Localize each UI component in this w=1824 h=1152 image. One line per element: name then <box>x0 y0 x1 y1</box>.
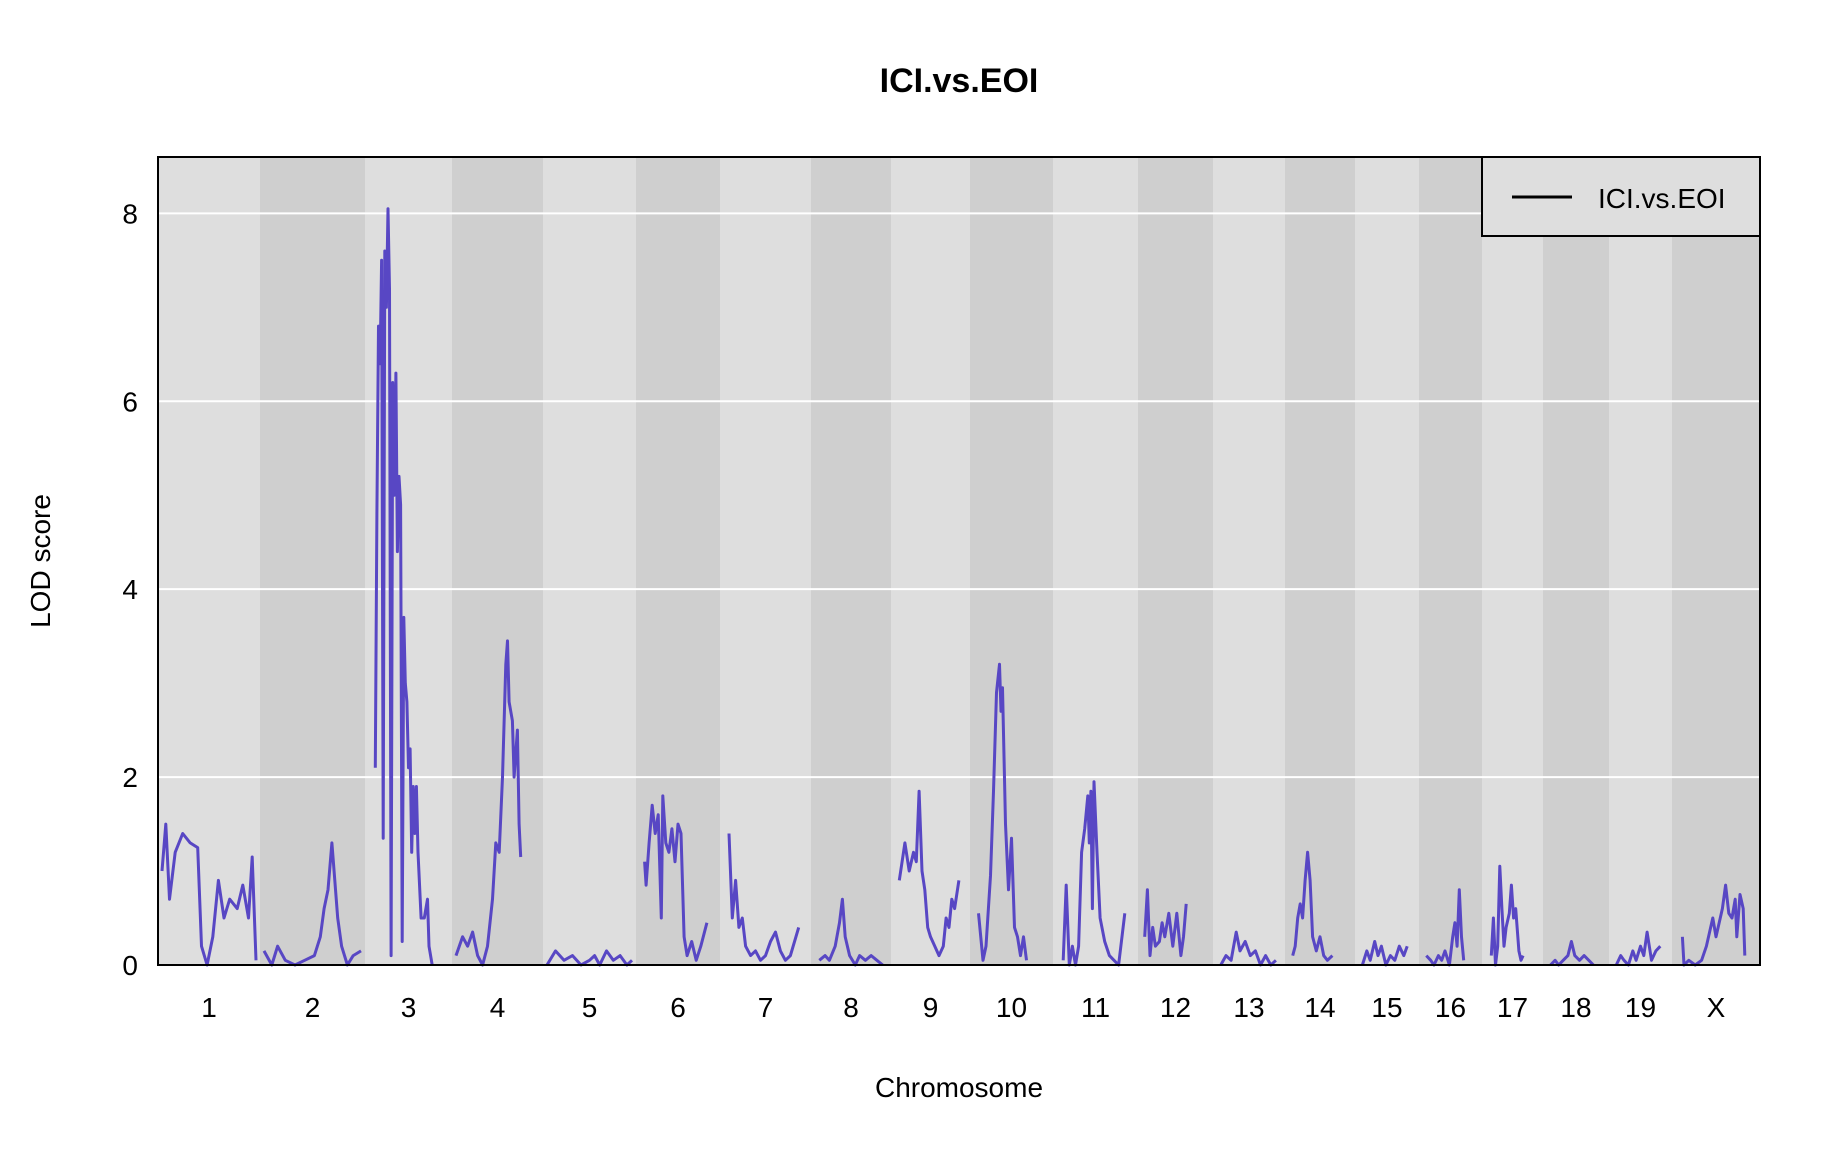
chromosome-band-15 <box>1355 157 1419 965</box>
legend-label: ICI.vs.EOI <box>1598 183 1726 214</box>
x-tick-label-17: 17 <box>1497 992 1528 1023</box>
series-line-chr-11 <box>1061 780 1127 967</box>
chromosome-band-7 <box>720 157 811 965</box>
x-tick-label-4: 4 <box>490 992 506 1023</box>
series-line-chr-15 <box>1360 940 1409 967</box>
chromosome-band-17 <box>1482 157 1543 965</box>
chromosome-band-18 <box>1543 157 1609 965</box>
x-tick-label-13: 13 <box>1233 992 1264 1023</box>
x-tick-label-6: 6 <box>670 992 686 1023</box>
series-line-chr-14 <box>1291 850 1334 962</box>
x-axis: 1 2 3 4 5 6 7 8 9 10 11 12 13 14 15 16 17 18 19 X <box>201 992 1725 1023</box>
y-tick-label-4: 4 <box>122 574 138 605</box>
x-tick-label-2: 2 <box>305 992 321 1023</box>
series-layer <box>160 207 1747 967</box>
x-tick-label-12: 12 <box>1160 992 1191 1023</box>
series-line-chr-13 <box>1219 930 1277 967</box>
series-line-chr-7 <box>727 833 801 962</box>
series-line-chr-19 <box>1614 930 1662 967</box>
x-tick-label-7: 7 <box>758 992 774 1023</box>
chromosome-band-2 <box>260 157 365 965</box>
series-line-chr-10 <box>977 662 1028 962</box>
series-line-chr-4 <box>454 639 523 967</box>
chromosome-band-10 <box>970 157 1053 965</box>
y-tick-label-0: 0 <box>122 950 138 981</box>
x-tick-label-5: 5 <box>582 992 598 1023</box>
series-line-chr-6 <box>643 794 709 962</box>
chromosome-band-8 <box>811 157 891 965</box>
x-tick-label-14: 14 <box>1304 992 1335 1023</box>
x-tick-label-11: 11 <box>1081 992 1110 1023</box>
series-line-chr-17 <box>1489 864 1525 967</box>
series-line-chr-5 <box>545 949 634 967</box>
y-tick-label-8: 8 <box>122 198 138 229</box>
y-tick-label-6: 6 <box>122 386 138 417</box>
x-tick-label-18: 18 <box>1560 992 1591 1023</box>
x-tick-label-8: 8 <box>843 992 859 1023</box>
chromosome-bands <box>158 157 1760 965</box>
series-line-chr-3 <box>373 207 434 966</box>
x-tick-label-3: 3 <box>401 992 417 1023</box>
series-line-chr-2 <box>262 841 362 967</box>
series-line-chr-9 <box>897 789 961 958</box>
chromosome-band-14 <box>1285 157 1355 965</box>
series-line-chr-1 <box>160 822 258 967</box>
chromosome-band-9 <box>891 157 970 965</box>
x-tick-label-15: 15 <box>1371 992 1402 1023</box>
x-axis-label: Chromosome <box>875 1072 1043 1103</box>
x-tick-label-19: 19 <box>1625 992 1656 1023</box>
y-axis: 0 2 4 6 8 <box>122 198 138 981</box>
y-axis-label: LOD score <box>25 494 56 628</box>
legend: ICI.vs.EOI <box>1481 156 1761 237</box>
chromosome-band-12 <box>1138 157 1213 965</box>
x-tick-label-16: 16 <box>1435 992 1466 1023</box>
chromosome-band-1 <box>158 157 260 965</box>
series-line-chr-12 <box>1143 888 1188 958</box>
plot-frame <box>157 156 1761 966</box>
chromosome-band-13 <box>1213 157 1285 965</box>
chromosome-band-4 <box>452 157 543 965</box>
x-tick-label-X: X <box>1707 992 1726 1023</box>
chromosome-band-X <box>1672 157 1760 965</box>
chromosome-band-3 <box>365 157 452 965</box>
x-tick-label-1: 1 <box>201 992 217 1023</box>
series-line-chr-18 <box>1549 940 1595 967</box>
x-tick-label-9: 9 <box>923 992 939 1023</box>
chart-title: ICI.vs.EOI <box>880 62 1039 100</box>
chromosome-band-5 <box>543 157 636 965</box>
series-line-chr-8 <box>818 897 884 967</box>
y-tick-label-2: 2 <box>122 762 138 793</box>
x-tick-label-10: 10 <box>996 992 1027 1023</box>
chromosome-band-19 <box>1609 157 1672 965</box>
chromosome-band-16 <box>1419 157 1482 965</box>
